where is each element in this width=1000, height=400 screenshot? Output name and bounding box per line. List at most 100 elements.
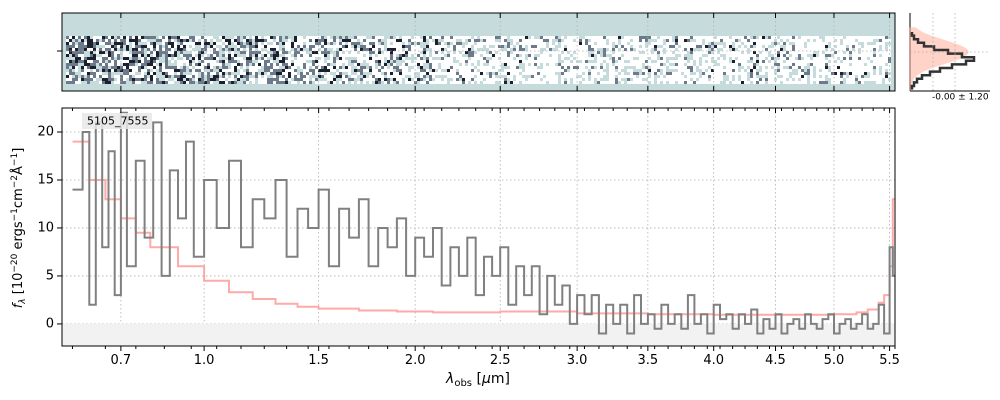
spectrum-2d-pixel [687,48,690,51]
spectrum-2d-pixel [840,60,843,63]
spectrum-2d-pixel [297,51,300,54]
spectrum-2d-pixel [282,78,285,81]
spectrum-2d-pixel [795,66,798,69]
spectrum-2d-pixel [318,81,321,84]
spectrum-2d-pixel [195,69,198,72]
spectrum-2d-pixel [570,54,573,57]
spectrum-2d-pixel [681,57,684,60]
spectrum-2d-pixel [246,39,249,42]
spectrum-2d-pixel [261,51,264,54]
spectrum-2d-pixel [246,78,249,81]
spectrum-2d-pixel [111,75,114,78]
spectrum-2d-pixel [252,54,255,57]
spectrum-2d-pixel [441,78,444,81]
spectrum-2d-pixel [489,54,492,57]
spectrum-2d-pixel [834,39,837,42]
spectrum-2d-pixel [306,69,309,72]
spectrum-2d-pixel [282,69,285,72]
spectrum-2d-pixel [348,39,351,42]
y-tick-label: 10 [37,220,54,235]
spectrum-2d-pixel [447,48,450,51]
spectrum-2d-pixel [660,69,663,72]
spectrum-2d-pixel [324,72,327,75]
spectrum-2d-pixel [801,36,804,39]
spectrum-2d-pixel [411,57,414,60]
spectrum-2d-pixel [234,69,237,72]
spectrum-2d-pixel [408,42,411,45]
spectrum-2d-pixel [777,78,780,81]
spectrum-2d-pixel [285,78,288,81]
spectrum-2d-pixel [633,48,636,51]
spectrum-2d-pixel [246,48,249,51]
spectrum-2d-pixel [279,57,282,60]
spectrum-2d-pixel [567,78,570,81]
spectrum-2d-pixel [327,57,330,60]
spectrum-2d-pixel [789,42,792,45]
spectrum-2d-pixel [735,69,738,72]
spectrum-2d-pixel [243,81,246,84]
spectrum-2d-pixel [294,51,297,54]
spectrum-2d-pixel [303,72,306,75]
spectrum-2d-pixel [147,42,150,45]
spectrum-2d-pixel [663,66,666,69]
spectrum-2d-pixel [720,36,723,39]
spectrum-2d-pixel [639,45,642,48]
spectrum-2d-pixel [837,81,840,84]
spectrum-2d-pixel [81,63,84,66]
spectrum-2d-pixel [483,60,486,63]
spectrum-2d-pixel [726,39,729,42]
spectrum-2d-pixel [693,63,696,66]
spectrum-2d-pixel [681,54,684,57]
spectrum-2d-pixel [873,69,876,72]
spectrum-2d-pixel [345,39,348,42]
spectrum-2d-pixel [189,54,192,57]
spectrum-2d-pixel [534,81,537,84]
spectrum-2d-pixel [798,75,801,78]
spectrum-2d-pixel [624,63,627,66]
spectrum-2d-pixel [285,75,288,78]
spectrum-2d-pixel [645,60,648,63]
spectrum-2d-pixel [471,51,474,54]
spectrum-2d-pixel [870,60,873,63]
spectrum-2d-pixel [450,51,453,54]
spectrum-2d-pixel [882,75,885,78]
spectrum-2d-pixel [771,39,774,42]
spectrum-2d-pixel [789,48,792,51]
spectrum-2d-pixel [195,78,198,81]
spectrum-2d-pixel [552,51,555,54]
spectrum-2d-pixel [750,66,753,69]
spectrum-2d-pixel [681,72,684,75]
spectrum-2d-pixel [372,42,375,45]
spectrum-2d-pixel [744,81,747,84]
spectrum-2d-pixel [405,48,408,51]
spectrum-2d-pixel [246,63,249,66]
spectrum-2d-pixel [96,81,99,84]
spectrum-2d-pixel [570,78,573,81]
spectrum-2d-pixel [237,45,240,48]
spectrum-2d-pixel [627,42,630,45]
spectrum-2d-pixel [87,48,90,51]
spectrum-2d-pixel [168,78,171,81]
spectrum-2d-pixel [300,39,303,42]
spectrum-2d-pixel [408,75,411,78]
spectrum-2d-pixel [123,78,126,81]
spectrum-2d-pixel [678,48,681,51]
spectrum-2d-pixel [477,54,480,57]
spectrum-2d-pixel [831,60,834,63]
spectrum-2d-pixel [873,75,876,78]
spectrum-2d-pixel [501,36,504,39]
spectrum-2d-pixel [279,60,282,63]
spectrum-2d-pixel [759,69,762,72]
spectrum-2d-pixel [156,51,159,54]
spectrum-2d-pixel [444,54,447,57]
spectrum-2d-pixel [786,42,789,45]
spectrum-2d-pixel [360,48,363,51]
spectrum-2d-pixel [111,81,114,84]
spectrum-1d-panel: 0.7 1.0 1.5 2.0 2.5 3.0 3.5 4.0 4.5 5.0 5.5 051015… [10,107,900,389]
spectrum-2d-pixel [843,63,846,66]
spectrum-2d-pixel [306,78,309,81]
spectrum-2d-pixel [711,45,714,48]
spectrum-2d-pixel [510,48,513,51]
spectrum-2d-pixel [870,57,873,60]
spectrum-1d-series [72,111,895,335]
